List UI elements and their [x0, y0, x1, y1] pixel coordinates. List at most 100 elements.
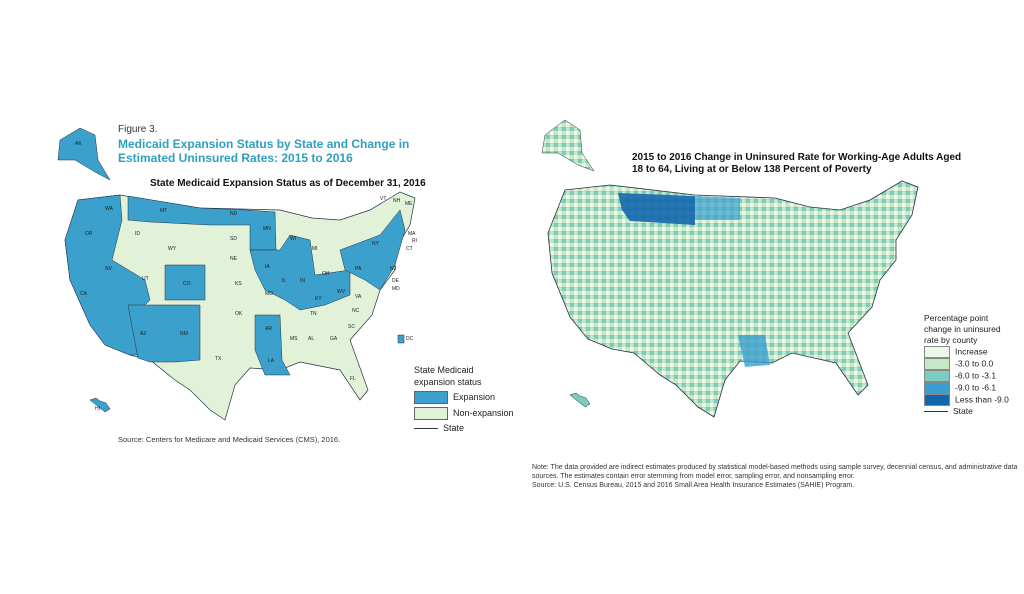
legend-label: -9.0 to -6.1: [955, 382, 997, 393]
state-label: IN: [300, 278, 305, 284]
expansion-swatch: [414, 391, 448, 405]
state-label: NY: [372, 241, 380, 247]
state-label: IL: [282, 278, 286, 284]
right-legend: Percentage point change in uninsured rat…: [924, 313, 1009, 417]
state-label: LA: [268, 358, 275, 364]
state-line-icon: [924, 411, 948, 413]
legend-state: State: [953, 406, 973, 416]
state-label: CA: [80, 291, 88, 297]
state-label: OK: [235, 311, 243, 317]
state-label: MA: [408, 231, 416, 237]
state-label: CT: [406, 246, 413, 252]
region-az-nm: [127, 304, 201, 363]
legend-label: -6.0 to -3.1: [955, 370, 997, 381]
region-northeast: [339, 209, 406, 291]
state-label: DE: [392, 278, 400, 284]
state-label: MS: [290, 336, 298, 342]
hawaii: [89, 397, 111, 413]
legend-item: Less than -9.0: [924, 394, 1009, 406]
state-label: SC: [348, 324, 355, 330]
state-label: MD: [392, 286, 400, 292]
state-label: AL: [308, 336, 314, 342]
state-label: OR: [85, 231, 93, 237]
state-label: WY: [168, 246, 177, 252]
legend-item: -3.0 to 0.0: [924, 358, 1009, 370]
legend-label: Less than -9.0: [955, 394, 1009, 405]
state-label: WA: [105, 206, 114, 212]
state-label: NH: [393, 198, 401, 204]
right-map-title: 2015 to 2016 Change in Uninsured Rate fo…: [632, 152, 962, 175]
state-label: ID: [135, 231, 140, 237]
right-note: Note: The data provided are indirect est…: [532, 464, 1018, 480]
state-label: VA: [355, 294, 362, 300]
state-label: VT: [380, 196, 386, 202]
state-label: MN: [263, 226, 271, 232]
state-label: RI: [412, 238, 417, 244]
legend-item: -6.0 to -3.1: [924, 370, 1009, 382]
state-label: AZ: [140, 331, 146, 337]
figure-title: Medicaid Expansion Status by State and C…: [118, 137, 410, 165]
state-label: ND: [230, 211, 238, 217]
state-label: WV: [337, 289, 346, 295]
us-outline: [64, 191, 416, 421]
state-label: AR: [265, 326, 272, 332]
state-label: MT: [160, 208, 167, 214]
legend-swatch: [924, 346, 950, 358]
state-label: TX: [215, 356, 222, 362]
state-label: HI: [95, 406, 100, 412]
legend-swatch: [924, 358, 950, 370]
montana-large-decline: [618, 193, 695, 225]
right-source: Source: U.S. Census Bureau, 2015 and 201…: [532, 482, 855, 489]
state-label: NV: [105, 266, 113, 272]
state-label: OH: [322, 271, 330, 277]
left-source: Source: Centers for Medicare and Medicai…: [118, 435, 341, 444]
left-legend: State Medicaid expansion status Expansio…: [414, 364, 514, 434]
non-expansion-swatch: [414, 407, 448, 421]
state-label: ME: [405, 201, 413, 207]
state-label: UT: [142, 276, 149, 282]
legend-state: State: [443, 423, 465, 434]
medicaid-expansion-map: AK HI WA OR CA NV AZ NM CO MT ND MN IA IL IN OH MI KY WV AR…: [57, 127, 417, 421]
left-map-title: State Medicaid Expansion Status as of De…: [150, 178, 426, 189]
state-label: MO: [265, 291, 273, 297]
state-label: CO: [183, 281, 191, 287]
legend-swatch: [924, 394, 950, 406]
state-label: IA: [265, 264, 270, 270]
legend-non-expansion: Non-expansion: [453, 408, 514, 419]
hawaii-counties: [569, 392, 591, 408]
alaska-counties: [541, 119, 595, 172]
left-legend-title: State Medicaid expansion status: [414, 365, 482, 387]
state-label: WI: [290, 236, 296, 242]
figure-label: Figure 3.: [118, 124, 158, 135]
state-label: DC: [406, 336, 414, 342]
state-label: NC: [352, 308, 360, 314]
us-county-outline: [547, 180, 919, 418]
state-label: NM: [180, 331, 188, 337]
state-line-icon: [414, 428, 438, 430]
state-label: AK: [75, 141, 82, 147]
legend-item: Increase: [924, 346, 1009, 358]
legend-label: Increase: [955, 346, 988, 357]
alaska: [57, 127, 111, 181]
region-co: [164, 264, 206, 301]
legend-item: -9.0 to -6.1: [924, 382, 1009, 394]
dc-marker: [397, 334, 405, 344]
state-label: SD: [230, 236, 237, 242]
legend-label: -3.0 to 0.0: [955, 358, 994, 369]
louisiana-decline: [738, 335, 770, 367]
legend-swatch: [924, 382, 950, 394]
state-label: NE: [230, 256, 238, 262]
state-label: MI: [312, 246, 318, 252]
state-label: KS: [235, 281, 242, 287]
region-ar-la: [254, 314, 291, 376]
uninsured-change-county-map: [541, 119, 919, 418]
state-label: NJ: [390, 266, 397, 272]
legend-swatch: [924, 370, 950, 382]
state-label: PA: [355, 266, 362, 272]
state-label: GA: [330, 336, 338, 342]
region-midwest: [249, 234, 351, 311]
state-label: TN: [310, 311, 317, 317]
legend-expansion: Expansion: [453, 392, 496, 402]
state-label: KY: [315, 296, 322, 302]
nd-decline: [695, 196, 740, 220]
